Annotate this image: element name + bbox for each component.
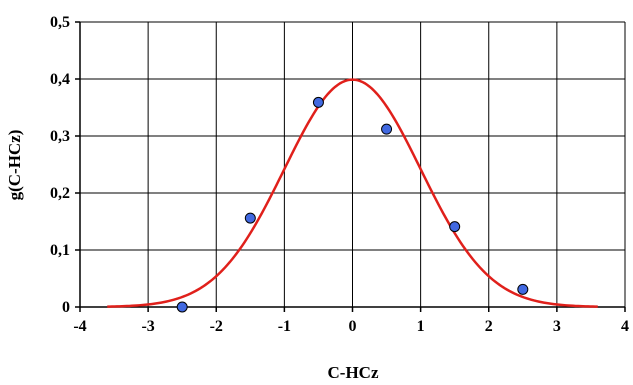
y-tick-label: 0,1 <box>50 242 70 259</box>
curve-layer <box>107 78 598 308</box>
y-tick-label: 0,2 <box>50 185 70 202</box>
axes <box>75 21 626 312</box>
x-tick-labels: -4 -3 -2 -1 0 1 2 3 4 <box>73 318 629 335</box>
data-point <box>449 221 461 233</box>
x-tick-label: 2 <box>485 318 493 335</box>
y-tick-label: 0,3 <box>50 128 70 145</box>
data-point <box>517 283 529 295</box>
y-tick-label: 0 <box>62 299 70 316</box>
data-point <box>312 96 324 108</box>
y-tick-label: 0,5 <box>50 14 70 31</box>
data-point <box>244 212 256 224</box>
normal-curve-line <box>107 78 598 308</box>
grid <box>79 21 626 308</box>
x-tick-label: 3 <box>553 318 561 335</box>
y-tick-labels: 0 0,1 0,2 0,3 0,4 0,5 <box>50 14 70 316</box>
x-tick-label: -2 <box>210 318 223 335</box>
y-axis-title: g(C-HCz) <box>5 130 24 201</box>
x-tick-label: -3 <box>141 318 154 335</box>
x-tick-label: 1 <box>417 318 425 335</box>
data-point <box>381 123 393 135</box>
point-layer <box>176 96 529 313</box>
y-tick-label: 0,4 <box>50 71 70 88</box>
x-tick-label: 0 <box>349 318 357 335</box>
x-tick-label: -4 <box>73 318 86 335</box>
x-tick-label: 4 <box>621 318 629 335</box>
data-point <box>176 301 188 313</box>
x-tick-label: -1 <box>278 318 291 335</box>
x-axis-title: C-HCz <box>328 363 379 382</box>
